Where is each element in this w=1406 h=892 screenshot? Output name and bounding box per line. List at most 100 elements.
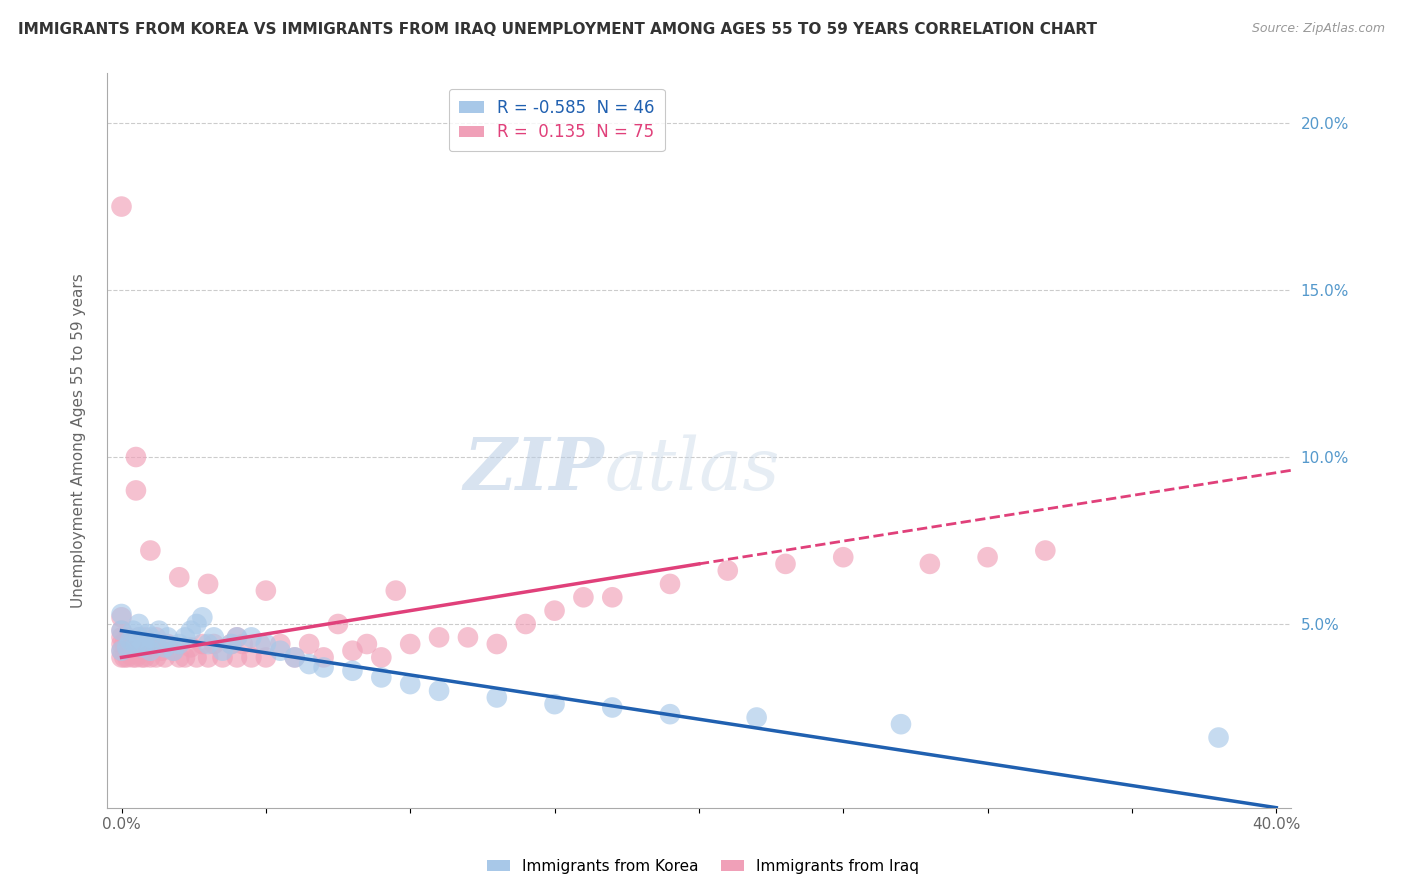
Text: Source: ZipAtlas.com: Source: ZipAtlas.com xyxy=(1251,22,1385,36)
Point xyxy=(226,631,249,645)
Point xyxy=(572,591,595,605)
Point xyxy=(117,640,139,655)
Point xyxy=(122,624,145,638)
Point xyxy=(110,607,132,621)
Point xyxy=(312,660,335,674)
Point xyxy=(145,650,167,665)
Point xyxy=(1033,543,1056,558)
Point xyxy=(167,650,190,665)
Point xyxy=(128,647,150,661)
Point xyxy=(745,710,768,724)
Point xyxy=(191,637,214,651)
Point xyxy=(890,717,912,731)
Point xyxy=(125,650,148,665)
Point xyxy=(232,637,254,651)
Point xyxy=(249,637,271,651)
Point xyxy=(125,637,148,651)
Point xyxy=(136,627,159,641)
Point xyxy=(197,650,219,665)
Point xyxy=(153,640,176,655)
Point xyxy=(128,617,150,632)
Point xyxy=(162,644,184,658)
Point xyxy=(659,577,682,591)
Point xyxy=(284,650,307,665)
Point xyxy=(254,583,277,598)
Point xyxy=(150,644,173,658)
Point xyxy=(211,644,233,658)
Point xyxy=(284,650,307,665)
Point xyxy=(298,637,321,651)
Legend: R = -0.585  N = 46, R =  0.135  N = 75: R = -0.585 N = 46, R = 0.135 N = 75 xyxy=(449,88,665,152)
Point xyxy=(427,631,450,645)
Point xyxy=(136,644,159,658)
Point xyxy=(370,650,392,665)
Point xyxy=(370,670,392,684)
Point xyxy=(326,617,349,632)
Point xyxy=(186,617,208,632)
Point xyxy=(167,570,190,584)
Point xyxy=(457,631,479,645)
Point xyxy=(110,624,132,638)
Point xyxy=(515,617,537,632)
Point xyxy=(399,677,422,691)
Point xyxy=(312,650,335,665)
Point xyxy=(162,644,184,658)
Point xyxy=(120,637,142,651)
Point xyxy=(131,640,153,655)
Point xyxy=(112,650,135,665)
Text: atlas: atlas xyxy=(605,434,780,505)
Point xyxy=(197,577,219,591)
Point xyxy=(543,604,565,618)
Point xyxy=(120,647,142,661)
Point xyxy=(298,657,321,671)
Legend: Immigrants from Korea, Immigrants from Iraq: Immigrants from Korea, Immigrants from I… xyxy=(481,853,925,880)
Point xyxy=(134,650,156,665)
Point xyxy=(139,637,162,651)
Point xyxy=(139,543,162,558)
Point xyxy=(186,650,208,665)
Point xyxy=(600,700,623,714)
Point xyxy=(775,557,797,571)
Point xyxy=(211,650,233,665)
Point xyxy=(156,637,179,651)
Point xyxy=(226,650,249,665)
Point xyxy=(485,637,508,651)
Point xyxy=(600,591,623,605)
Point xyxy=(717,564,740,578)
Point xyxy=(122,650,145,665)
Point xyxy=(180,640,202,655)
Point xyxy=(110,610,132,624)
Point xyxy=(174,650,197,665)
Point xyxy=(122,640,145,655)
Point xyxy=(226,631,249,645)
Point xyxy=(110,200,132,214)
Point xyxy=(219,637,242,651)
Y-axis label: Unemployment Among Ages 55 to 59 years: Unemployment Among Ages 55 to 59 years xyxy=(72,273,86,607)
Point xyxy=(342,664,364,678)
Point xyxy=(110,650,132,665)
Point xyxy=(356,637,378,651)
Point xyxy=(384,583,406,598)
Point xyxy=(180,624,202,638)
Point xyxy=(240,650,263,665)
Point xyxy=(485,690,508,705)
Point xyxy=(139,631,162,645)
Text: IMMIGRANTS FROM KOREA VS IMMIGRANTS FROM IRAQ UNEMPLOYMENT AMONG AGES 55 TO 59 Y: IMMIGRANTS FROM KOREA VS IMMIGRANTS FROM… xyxy=(18,22,1097,37)
Point xyxy=(918,557,941,571)
Point xyxy=(197,637,219,651)
Point xyxy=(117,650,139,665)
Point xyxy=(342,644,364,658)
Point xyxy=(191,610,214,624)
Point xyxy=(125,450,148,464)
Point xyxy=(202,631,225,645)
Point xyxy=(145,631,167,645)
Point xyxy=(139,644,162,658)
Point xyxy=(110,644,132,658)
Point xyxy=(240,631,263,645)
Point xyxy=(202,637,225,651)
Point xyxy=(117,631,139,645)
Point xyxy=(125,483,148,498)
Point xyxy=(174,631,197,645)
Point xyxy=(976,550,998,565)
Point xyxy=(134,631,156,645)
